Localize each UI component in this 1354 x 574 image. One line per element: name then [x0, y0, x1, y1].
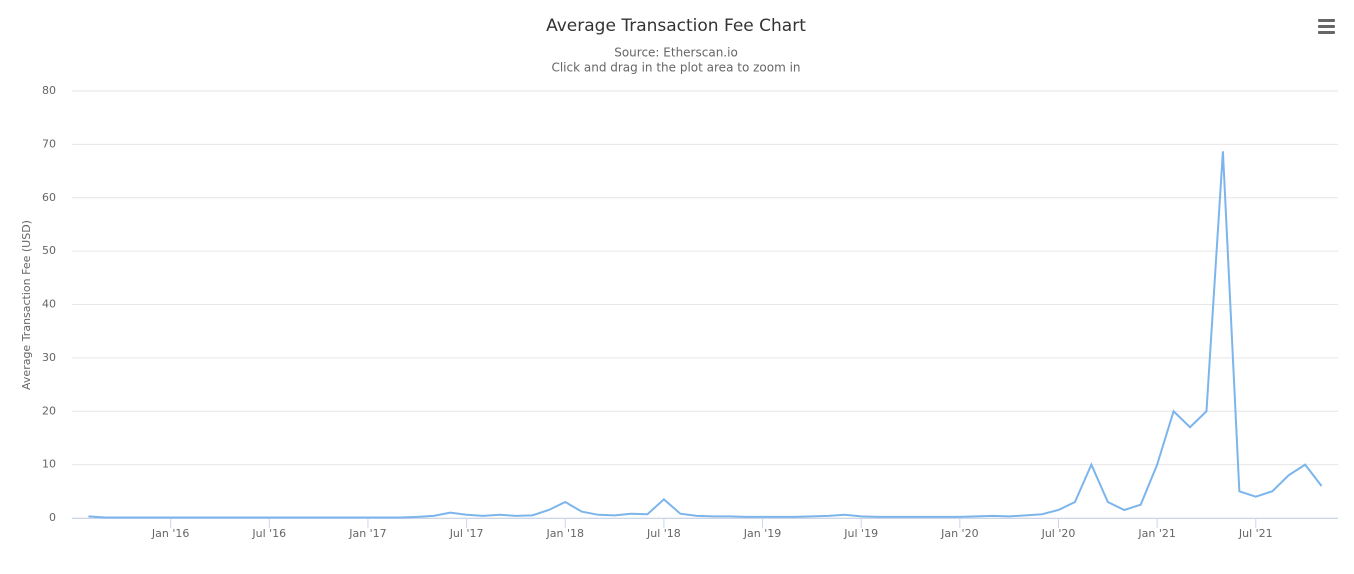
y-tick-label: 10 — [42, 458, 56, 471]
y-tick-label: 0 — [49, 511, 56, 524]
x-tick-label: Jan '19 — [743, 527, 781, 540]
x-tick-label: Jul '21 — [1238, 527, 1273, 540]
y-tick-label: 60 — [42, 191, 56, 204]
chart-subtitle: Source: Etherscan.io — [614, 46, 738, 60]
chart-title: Average Transaction Fee Chart — [546, 16, 806, 36]
menu-bar — [1318, 19, 1335, 22]
y-tick-label: 20 — [42, 404, 56, 417]
x-tick-label: Jan '16 — [151, 527, 189, 540]
y-tick-label: 30 — [42, 351, 56, 364]
x-tick-label: Jan '20 — [940, 527, 978, 540]
data-line — [88, 151, 1323, 519]
x-tick-label: Jul '16 — [251, 527, 286, 540]
x-tick-label: Jul '20 — [1041, 527, 1076, 540]
y-axis-label: Average Transaction Fee (USD) — [20, 220, 33, 390]
menu-button[interactable] — [1318, 19, 1335, 34]
y-tick-label: 40 — [42, 298, 56, 311]
x-tick-label: Jan '17 — [348, 527, 386, 540]
y-tick-label: 80 — [42, 84, 56, 97]
y-tick-label: 70 — [42, 137, 56, 150]
x-tick-label: Jul '18 — [646, 527, 681, 540]
x-tick-label: Jul '19 — [843, 527, 878, 540]
menu-bar — [1318, 31, 1335, 34]
x-tick-label: Jan '21 — [1137, 527, 1175, 540]
x-tick-label: Jul '17 — [449, 527, 484, 540]
menu-bar — [1318, 25, 1335, 28]
y-tick-label: 50 — [42, 244, 56, 257]
chart-subtitle: Click and drag in the plot area to zoom … — [551, 61, 800, 75]
x-tick-label: Jan '18 — [546, 527, 584, 540]
